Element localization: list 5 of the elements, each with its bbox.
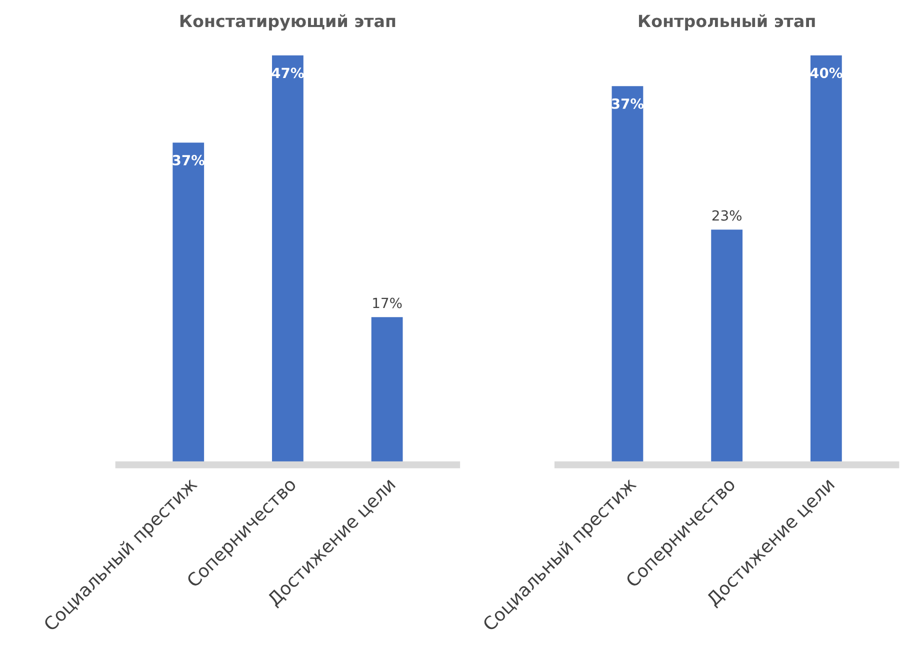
data-label: 17% bbox=[373, 298, 402, 308]
chart-title: Контрольный этап bbox=[638, 14, 815, 30]
data-label: 23% bbox=[712, 210, 742, 221]
data-label: 47% bbox=[272, 68, 304, 78]
chart-title: Констатирующий этап bbox=[180, 14, 396, 31]
